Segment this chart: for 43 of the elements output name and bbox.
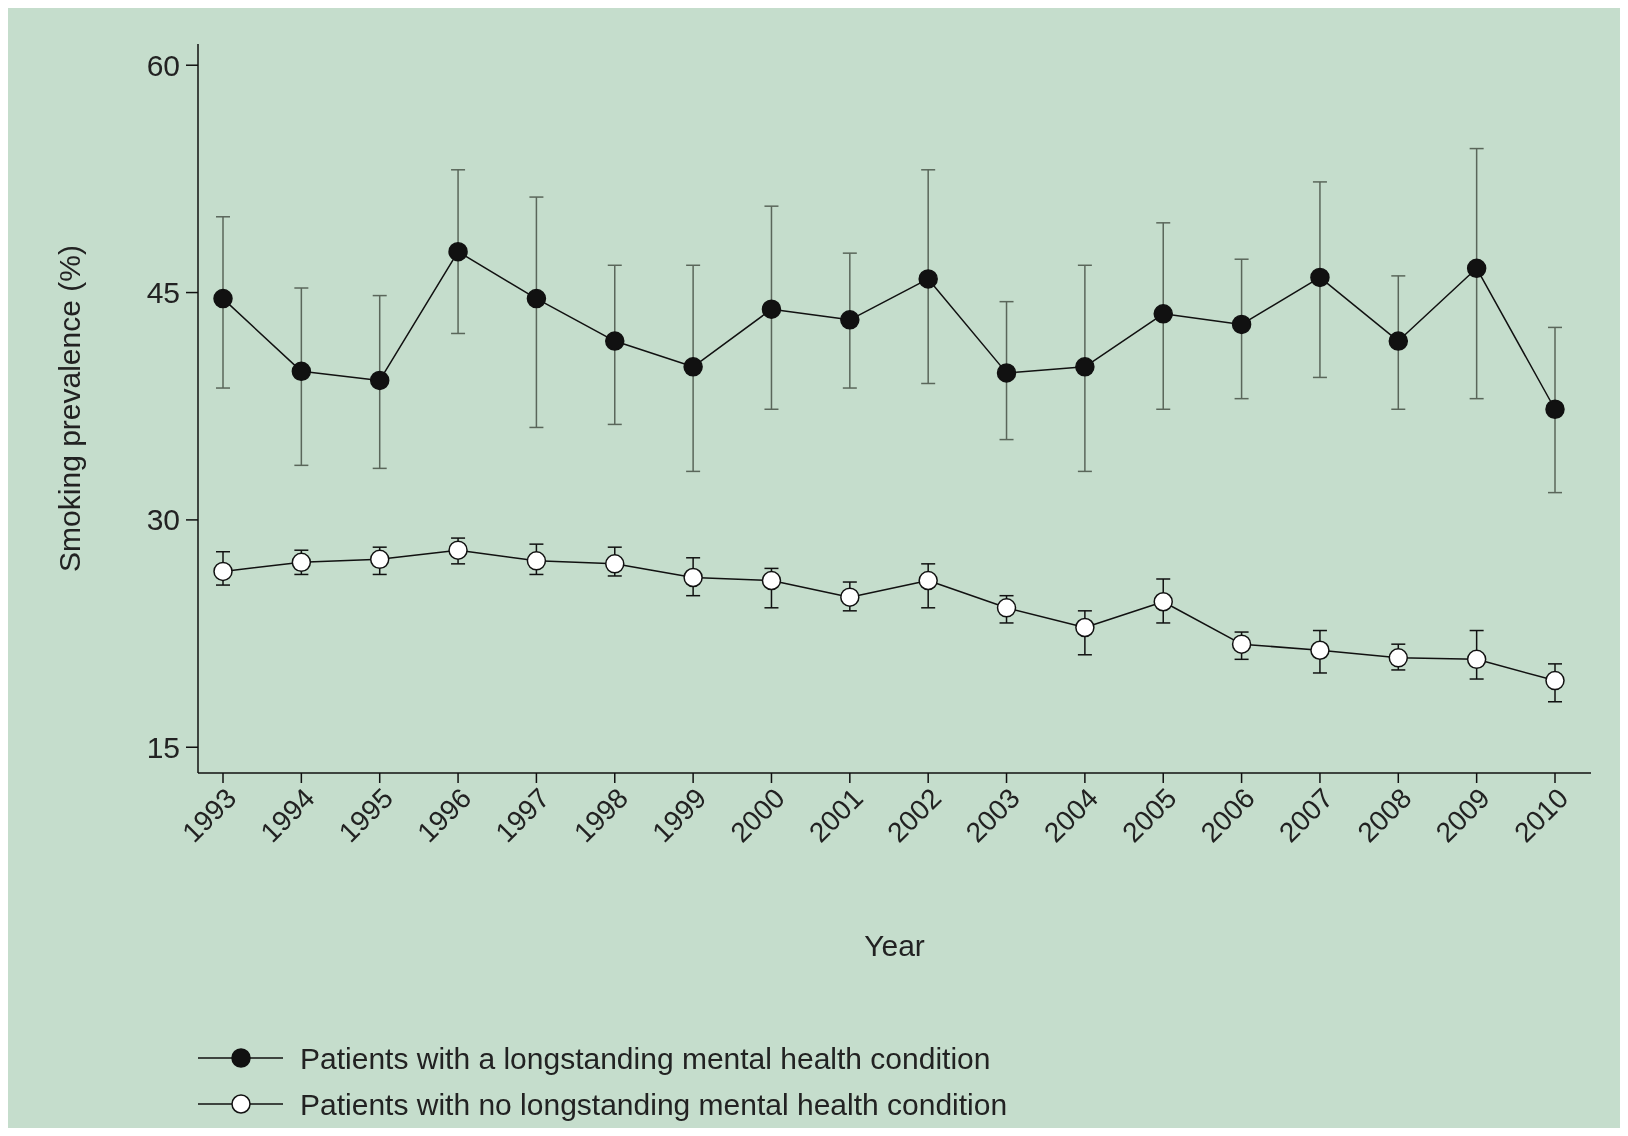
point (1310, 640, 1330, 660)
point (1545, 670, 1565, 691)
y-tick-label: 30 (146, 503, 180, 537)
legend-label: Patients with no longstanding mental health condition (300, 1087, 1008, 1121)
point (1075, 617, 1095, 638)
point (1153, 304, 1173, 324)
point (213, 288, 233, 309)
point (605, 554, 625, 574)
point (761, 570, 782, 591)
point (761, 299, 782, 319)
point (683, 357, 703, 377)
point (840, 587, 860, 607)
y-tick-label: 45 (146, 276, 180, 310)
point (918, 570, 938, 591)
point (996, 363, 1017, 383)
point (1231, 314, 1252, 335)
point (1388, 331, 1409, 351)
point (1466, 258, 1487, 279)
point (1466, 649, 1487, 670)
point (448, 540, 468, 560)
point (918, 269, 938, 289)
x-axis-title: Year (864, 929, 925, 962)
point (1231, 634, 1252, 654)
point (996, 598, 1017, 618)
point (605, 331, 625, 351)
point (526, 288, 547, 309)
point (369, 370, 390, 391)
point (291, 361, 312, 382)
point (683, 567, 703, 588)
point (1310, 267, 1330, 288)
y-tick-label: 60 (146, 48, 180, 82)
y-axis-title: Smoking prevalence (%) (53, 245, 86, 572)
point (1388, 648, 1409, 668)
point (213, 561, 233, 582)
point (448, 241, 468, 262)
point (526, 551, 547, 571)
point (840, 310, 860, 330)
point (1545, 399, 1565, 420)
point (1075, 357, 1095, 377)
point (369, 549, 390, 570)
legend-label: Patients with a longstanding mental health condition (300, 1041, 991, 1075)
point (1153, 591, 1173, 612)
y-tick-label: 15 (146, 730, 180, 764)
